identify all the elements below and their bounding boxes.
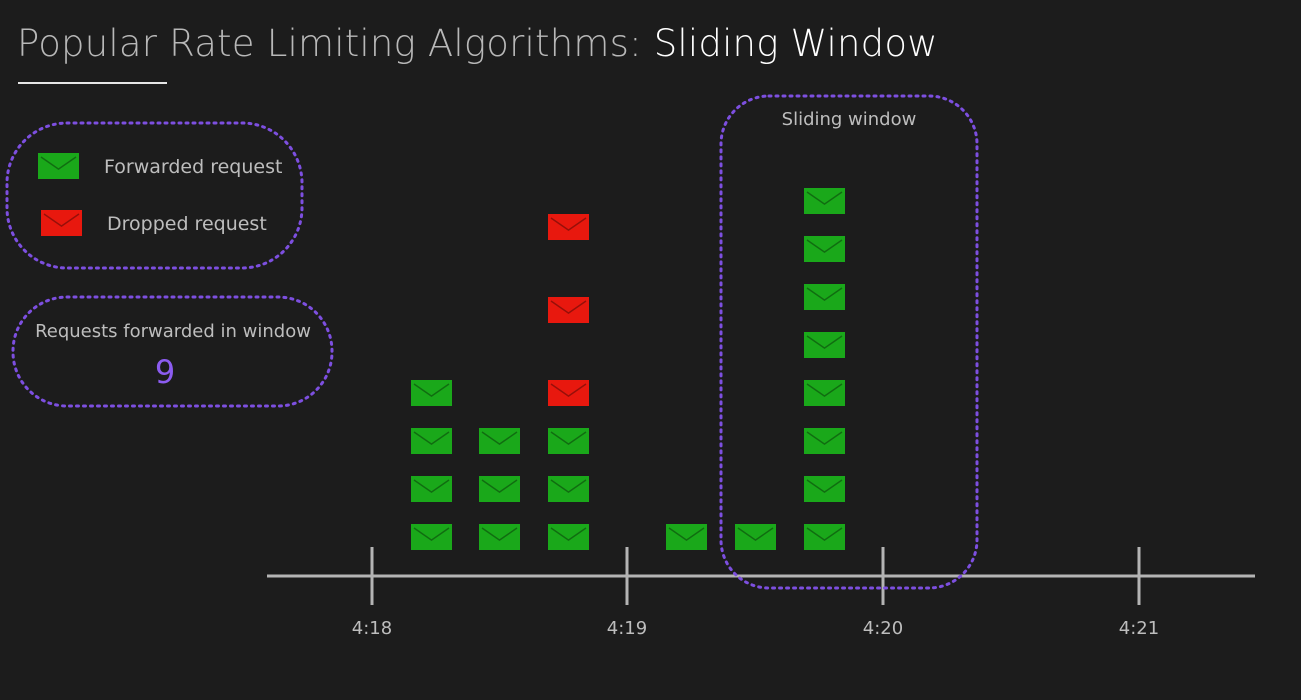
dropped-request-envelope — [548, 380, 589, 406]
timeline-tick-label: 4:21 — [1119, 618, 1159, 639]
request-stacks — [411, 188, 845, 550]
sliding-window-label: Sliding window — [782, 109, 917, 130]
counter-border — [11, 295, 334, 408]
title-underline — [18, 82, 167, 84]
counter-label: Requests forwarded in window — [35, 321, 311, 342]
forwarded-request-envelope — [411, 524, 452, 550]
dropped-envelope-icon — [41, 210, 82, 236]
forwarded-request-envelope — [411, 476, 452, 502]
forwarded-request-envelope — [804, 476, 845, 502]
forwarded-request-envelope — [548, 476, 589, 502]
forwarded-request-envelope — [666, 524, 707, 550]
forwarded-request-envelope — [411, 380, 452, 406]
forwarded-request-envelope — [804, 428, 845, 454]
title-highlight: Sliding Window — [653, 22, 938, 65]
timeline-tick-label: 4:20 — [863, 618, 903, 639]
forwarded-request-envelope — [804, 284, 845, 310]
forwarded-request-envelope — [804, 380, 845, 406]
legend-forwarded-envelope — [38, 153, 79, 179]
counter-value: 9 — [155, 353, 175, 391]
forwarded-request-envelope — [548, 524, 589, 550]
forwarded-request-envelope — [411, 428, 452, 454]
legend-forwarded-label: Forwarded request — [104, 156, 282, 178]
title-prefix: Popular Rate Limiting Algorithms: — [17, 22, 642, 65]
forwarded-envelope-icon — [38, 153, 79, 179]
slide-title: Popular Rate Limiting Algorithms: Slidin… — [17, 22, 938, 65]
legend-dropped-label: Dropped request — [107, 213, 267, 235]
timeline-ticks: 4:18 4:19 4:20 4:21 — [352, 547, 1159, 639]
forwarded-request-envelope — [548, 428, 589, 454]
forwarded-request-envelope — [479, 476, 520, 502]
legend: Forwarded request Dropped request — [5, 121, 304, 270]
sliding-window-border — [719, 94, 979, 590]
forwarded-request-envelope — [804, 332, 845, 358]
dropped-request-envelope — [548, 297, 589, 323]
forwarded-request-envelope — [804, 524, 845, 550]
forwarded-counter: Requests forwarded in window 9 — [11, 295, 334, 408]
forwarded-request-envelope — [804, 188, 845, 214]
forwarded-request-envelope — [479, 524, 520, 550]
forwarded-request-envelope — [735, 524, 776, 550]
forwarded-request-envelope — [804, 236, 845, 262]
timeline-tick-label: 4:19 — [607, 618, 647, 639]
legend-dropped-envelope — [41, 210, 82, 236]
timeline-tick-label: 4:18 — [352, 618, 392, 639]
forwarded-request-envelope — [479, 428, 520, 454]
legend-border — [5, 121, 304, 270]
timeline: 4:18 4:19 4:20 4:21 — [267, 547, 1255, 639]
dropped-request-envelope — [548, 214, 589, 240]
sliding-window: Sliding window — [719, 94, 979, 590]
